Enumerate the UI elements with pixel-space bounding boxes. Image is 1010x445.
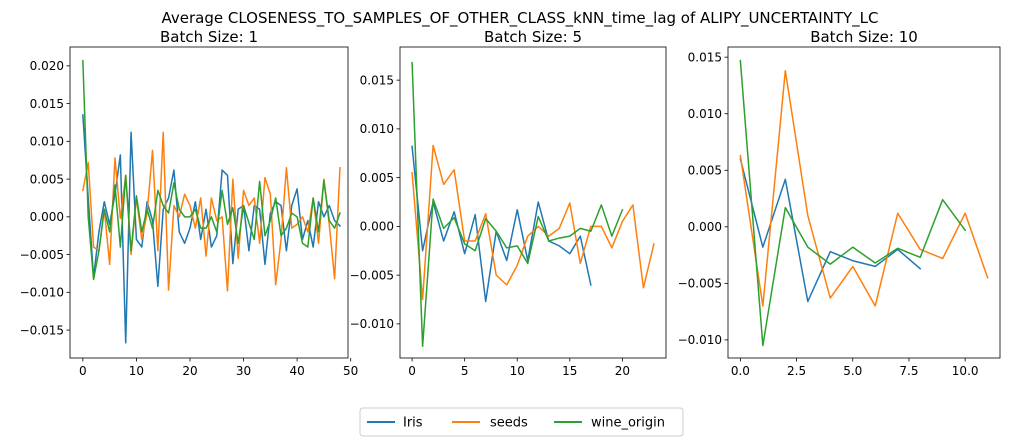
x-tick-label: 15 <box>562 364 577 378</box>
subplot-2: 0 5 10 15 20 −0.010 −0.005 0.000 0.005 0.010 0.015… <box>350 28 667 378</box>
y-tick-label: 0.015 <box>360 73 394 87</box>
series-line-seeds <box>81 131 341 292</box>
subplot-1: 0 10 20 30 40 50 −0.015 −0.010 −0.005 0.000 0.005 0… <box>20 28 359 378</box>
x-tick-label: 0 <box>79 364 87 378</box>
legend: Iris seeds wine_origin <box>359 407 684 437</box>
x-tick-label: 10 <box>510 364 525 378</box>
series-line-iris <box>411 145 592 303</box>
x-tick-label: 5.0 <box>843 364 862 378</box>
axes-frame <box>399 46 667 359</box>
x-tick-label: 7.5 <box>899 364 918 378</box>
y-tick-label: 0.020 <box>30 59 64 73</box>
y-tick-label: 0.000 <box>30 210 64 224</box>
y-tick-label: 0.015 <box>30 97 64 111</box>
series-line-seeds <box>411 144 655 301</box>
subplot-3: 0.0 2.5 5.0 7.5 10.0 −0.010 −0.005 0.000 0.005 0.… <box>678 28 1001 378</box>
y-tick-label: 0.005 <box>30 172 64 186</box>
legend-label-seeds: seeds <box>490 416 528 431</box>
y-tick-label: −0.010 <box>678 333 722 347</box>
legend-label-iris: Iris <box>403 416 423 431</box>
y-tick-label: −0.010 <box>350 317 394 331</box>
subplot-title: Batch Size: 5 <box>484 28 582 46</box>
series-line-seeds <box>739 70 989 307</box>
series-line-wine-origin <box>82 59 341 281</box>
axes-frame <box>727 46 1001 359</box>
y-tick-label: −0.005 <box>678 277 722 291</box>
series-line-wine-origin <box>739 59 967 347</box>
y-tick-label: 0.005 <box>360 171 394 185</box>
y-tick-label: 0.000 <box>360 220 394 234</box>
subplot-title: Batch Size: 1 <box>160 28 258 46</box>
legend-label-wine-origin: wine_origin <box>591 416 665 431</box>
axes-frame <box>69 46 349 359</box>
y-tick-label: −0.010 <box>20 286 64 300</box>
y-tick-label: 0.010 <box>360 122 394 136</box>
y-tick-label: 0.000 <box>688 220 722 234</box>
x-tick-label: 50 <box>343 364 358 378</box>
series-line-wine-origin <box>411 61 624 348</box>
y-tick-label: 0.015 <box>688 50 722 64</box>
x-tick-label: 0 <box>408 364 416 378</box>
y-tick-label: 0.010 <box>688 107 722 121</box>
y-tick-label: −0.005 <box>350 268 394 282</box>
x-tick-label: 5 <box>461 364 469 378</box>
series-line-iris <box>82 114 342 344</box>
legend-frame <box>359 407 684 437</box>
x-tick-label: 10 <box>129 364 144 378</box>
x-tick-label: 20 <box>182 364 197 378</box>
x-tick-label: 40 <box>289 364 304 378</box>
y-tick-label: −0.005 <box>20 248 64 262</box>
x-tick-label: 0.0 <box>731 364 750 378</box>
subplot-title: Batch Size: 10 <box>810 28 918 46</box>
y-tick-label: −0.015 <box>20 323 64 337</box>
x-tick-label: 30 <box>236 364 251 378</box>
x-tick-label: 20 <box>615 364 630 378</box>
y-tick-label: 0.005 <box>688 164 722 178</box>
y-tick-label: 0.010 <box>30 135 64 149</box>
x-tick-label: 2.5 <box>787 364 806 378</box>
x-tick-label: 10.0 <box>952 364 979 378</box>
figure-title: Average CLOSENESS_TO_SAMPLES_OF_OTHER_CL… <box>162 9 879 28</box>
